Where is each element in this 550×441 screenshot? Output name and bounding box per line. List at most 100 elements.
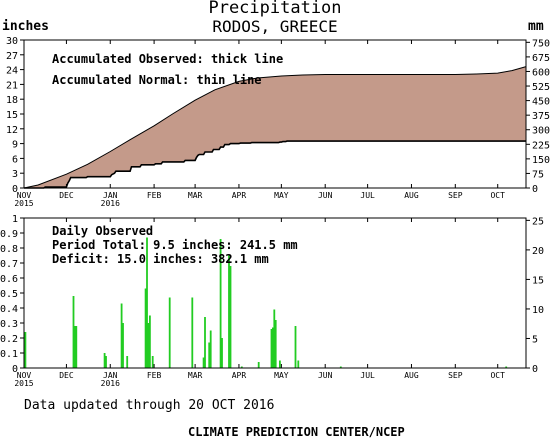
daily-bar	[339, 366, 342, 368]
x-tick-label: MAY	[274, 371, 289, 380]
y-tick-label: 6	[12, 154, 18, 165]
daily-bar	[240, 366, 243, 368]
x-tick-year-label: 2015	[14, 379, 33, 388]
y-tick-label: 30	[6, 36, 18, 47]
daily-bar	[204, 317, 206, 368]
daily-bar	[149, 315, 151, 368]
x-tick-label: MAY	[274, 191, 289, 200]
x-tick-label: FEB	[147, 191, 162, 200]
y-tick-label: 0.6	[0, 274, 18, 285]
daily-bar	[147, 323, 150, 368]
y2-tick-label: 0	[532, 184, 538, 195]
right-unit-label: mm	[528, 19, 544, 34]
daily-bar	[297, 360, 300, 368]
daily-bar	[273, 309, 276, 368]
x-tick-label: JAN	[103, 191, 118, 200]
y2-tick-label: 20	[532, 246, 544, 257]
y2-tick-label: 5	[532, 334, 538, 345]
x-tick-label: NOV	[17, 191, 32, 200]
x-tick-label: FEB	[147, 371, 162, 380]
accumulated-chart: 0369121518212427300751502253003754505256…	[6, 36, 550, 208]
y-tick-label: 0	[12, 184, 18, 195]
x-tick-label: AUG	[404, 371, 419, 380]
daily-bar	[103, 353, 106, 368]
daily-bar	[274, 320, 277, 368]
y-tick-label: 15	[6, 110, 18, 121]
y-tick-label: 27	[6, 51, 18, 62]
y-tick-label: 0.1	[0, 349, 18, 360]
x-tick-label: OCT	[490, 371, 505, 380]
daily-bar	[202, 357, 205, 368]
daily-bar	[257, 362, 260, 368]
daily-bar	[229, 266, 232, 368]
daily-bar	[105, 356, 107, 368]
x-tick-year-label: 2015	[14, 199, 33, 208]
x-tick-label: AUG	[404, 191, 419, 200]
x-tick-label: DEC	[59, 371, 74, 380]
y2-tick-label: 600	[532, 67, 550, 78]
y2-tick-label: 525	[532, 82, 550, 93]
x-tick-label: JUL	[360, 191, 375, 200]
y2-tick-label: 150	[532, 155, 550, 166]
x-tick-label: APR	[232, 191, 247, 200]
data-updated-note: Data updated through 20 OCT 2016	[24, 398, 275, 413]
x-tick-label: JUN	[318, 191, 333, 200]
x-tick-year-label: 2016	[101, 199, 120, 208]
daily-bar	[122, 323, 124, 368]
daily-bar	[221, 338, 223, 368]
y-tick-label: 0.9	[0, 229, 18, 240]
daily-bar	[505, 366, 508, 368]
y-tick-label: 0.7	[0, 259, 18, 270]
x-tick-year-label: 2016	[101, 379, 120, 388]
y-tick-label: 21	[6, 80, 18, 91]
x-tick-label: DEC	[59, 191, 74, 200]
y2-tick-label: 10	[532, 305, 544, 316]
daily-bar	[228, 255, 230, 368]
annotation-daily: Daily Observed	[52, 224, 153, 238]
y2-tick-label: 450	[532, 97, 550, 108]
daily-bar	[120, 303, 123, 368]
x-tick-label: JUN	[318, 371, 333, 380]
y-tick-label: 3	[12, 169, 18, 180]
daily-bar	[146, 237, 148, 368]
deficit-area	[24, 66, 526, 188]
y-tick-label: 24	[6, 66, 18, 77]
x-tick-label: JUL	[360, 371, 375, 380]
left-unit-label: inches	[2, 19, 49, 34]
y2-tick-label: 750	[532, 38, 550, 49]
annotation-deficit: Deficit: 15.0 inches: 382.1 mm	[52, 252, 269, 266]
annotation-period-total: Period Total: 9.5 inches: 241.5 mm	[52, 238, 298, 252]
y-tick-label: 12	[6, 125, 18, 136]
y2-tick-label: 15	[532, 275, 544, 286]
x-tick-label: JAN	[103, 371, 118, 380]
y-tick-label: 0.5	[0, 289, 18, 300]
x-tick-label: NOV	[17, 371, 32, 380]
daily-bar	[72, 296, 75, 368]
y-tick-label: 0.8	[0, 244, 18, 255]
daily-bar	[270, 329, 273, 368]
y2-tick-label: 375	[532, 111, 550, 122]
y-tick-label: 0.3	[0, 319, 18, 330]
daily-bar	[191, 297, 194, 368]
x-tick-label: APR	[232, 371, 247, 380]
annotation-observed: Accumulated Observed: thick line	[52, 52, 283, 66]
y2-tick-label: 675	[532, 53, 550, 64]
normal-line	[23, 66, 527, 189]
y-tick-label: 0.2	[0, 334, 18, 345]
x-tick-label: SEP	[448, 191, 463, 200]
daily-bar	[126, 356, 129, 368]
x-tick-label: OCT	[490, 191, 505, 200]
daily-bar	[144, 288, 147, 368]
daily-bar	[24, 332, 27, 368]
y-tick-label: 0	[12, 364, 18, 375]
y-tick-label: 0.4	[0, 304, 18, 315]
y2-tick-label: 25	[532, 216, 544, 227]
daily-bar	[75, 326, 78, 368]
credit-line: CLIMATE PREDICTION CENTER/NCEP	[188, 425, 405, 439]
daily-chart: 00.10.20.30.40.50.60.70.80.910510152025N…	[0, 214, 544, 388]
x-tick-label: MAR	[188, 371, 203, 380]
y2-tick-label: 225	[532, 140, 550, 151]
daily-bar	[279, 360, 281, 368]
y2-tick-label: 300	[532, 126, 550, 137]
